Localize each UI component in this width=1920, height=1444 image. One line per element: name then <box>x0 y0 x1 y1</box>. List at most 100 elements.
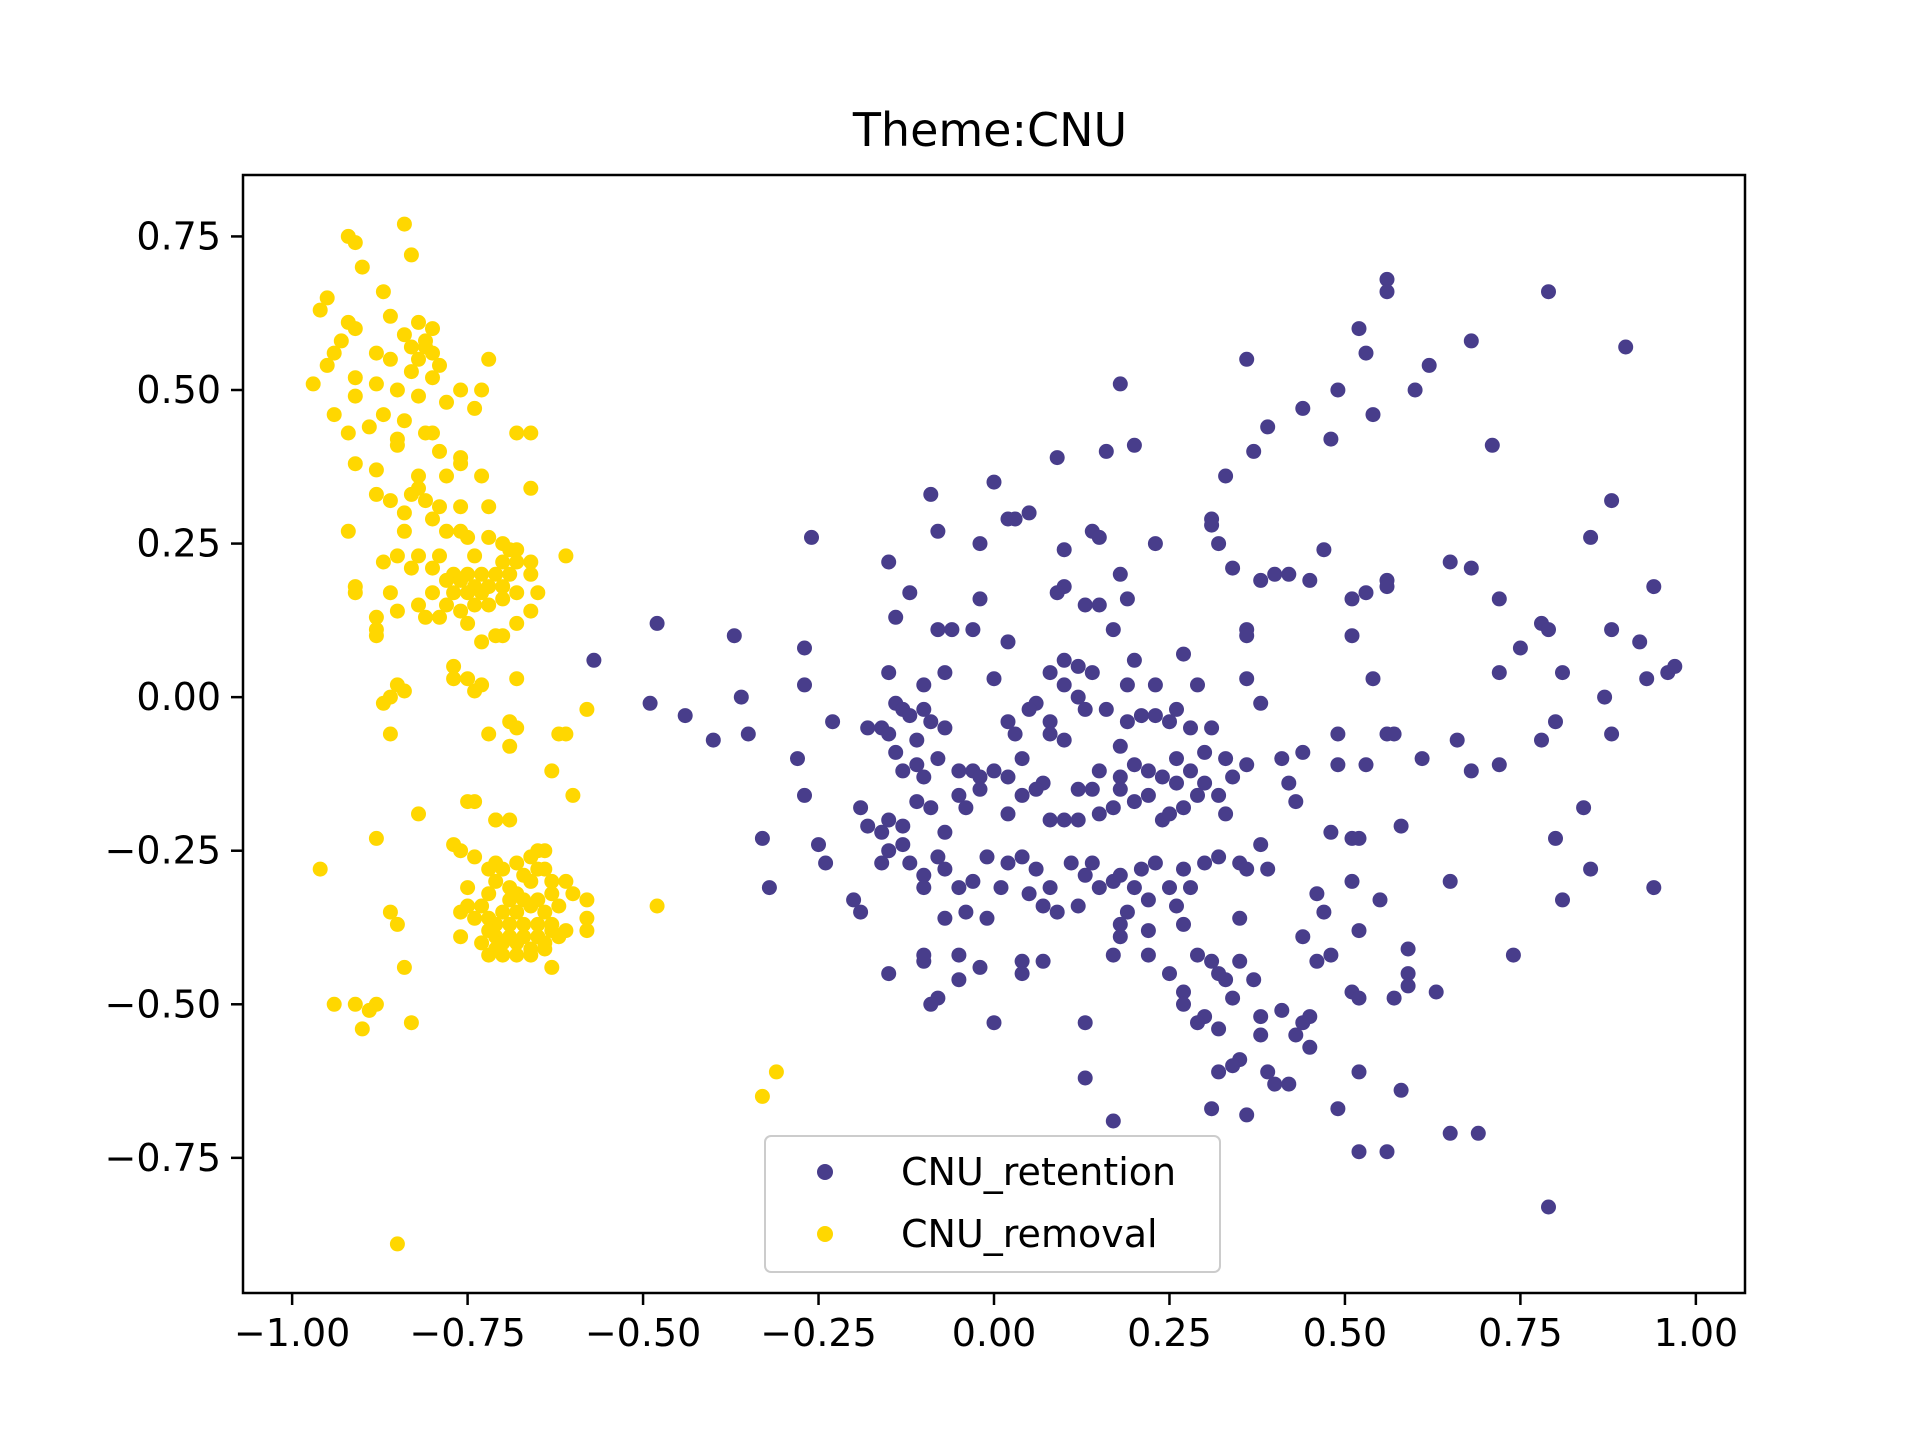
point-cnu-removal-69 <box>439 523 454 539</box>
point-cnu-removal-81 <box>495 554 511 570</box>
point-cnu-retention-298 <box>1232 953 1248 969</box>
point-cnu-retention-3 <box>1351 321 1367 337</box>
point-cnu-retention-111 <box>1077 701 1093 717</box>
point-cnu-removal-186 <box>537 904 553 920</box>
point-cnu-retention-336 <box>1470 1125 1486 1141</box>
point-cnu-retention-127 <box>916 701 932 717</box>
point-cnu-retention-300 <box>1225 990 1241 1006</box>
point-cnu-removal-67 <box>425 511 440 527</box>
point-cnu-retention-308 <box>1204 1101 1220 1117</box>
point-cnu-removal-126 <box>446 658 462 674</box>
point-cnu-retention-91 <box>740 726 756 742</box>
point-cnu-removal-128 <box>460 671 476 687</box>
point-cnu-retention-252 <box>1197 855 1213 871</box>
point-cnu-removal-119 <box>509 615 525 631</box>
point-cnu-retention-324 <box>1351 990 1367 1006</box>
point-cnu-removal-135 <box>375 695 391 711</box>
point-cnu-retention-284 <box>972 959 988 975</box>
point-cnu-retention-87 <box>797 677 812 693</box>
point-cnu-retention-9 <box>1407 382 1423 398</box>
point-cnu-retention-51 <box>1646 579 1662 595</box>
point-cnu-retention-260 <box>1351 830 1367 846</box>
point-cnu-retention-331 <box>1400 978 1416 994</box>
point-cnu-retention-129 <box>937 720 953 736</box>
point-cnu-retention-304 <box>1211 1021 1227 1037</box>
point-cnu-retention-264 <box>1548 830 1563 846</box>
point-cnu-retention-40 <box>1281 566 1297 582</box>
point-cnu-removal-188 <box>649 898 665 914</box>
point-cnu-retention-341 <box>1105 1113 1121 1129</box>
point-cnu-retention-54 <box>1541 622 1556 638</box>
point-cnu-retention-82 <box>649 615 665 631</box>
point-cnu-removal-206 <box>579 923 595 939</box>
point-cnu-retention-198 <box>1056 812 1072 828</box>
point-cnu-retention-196 <box>1028 781 1044 797</box>
point-cnu-removal-144 <box>544 763 560 779</box>
point-cnu-retention-285 <box>951 972 967 988</box>
point-cnu-retention-131 <box>860 720 876 736</box>
point-cnu-removal-50 <box>347 456 363 472</box>
y-tick-label: 0.75 <box>136 214 221 258</box>
point-cnu-removal-19 <box>411 351 426 367</box>
point-cnu-retention-225 <box>951 880 967 896</box>
point-cnu-removal-104 <box>460 585 476 601</box>
point-cnu-removal-102 <box>425 585 440 601</box>
point-cnu-removal-34 <box>347 388 363 404</box>
point-cnu-retention-337 <box>1505 947 1521 963</box>
point-cnu-retention-26 <box>1007 511 1023 527</box>
point-cnu-retention-202 <box>1105 800 1121 816</box>
point-cnu-retention-121 <box>1169 701 1184 717</box>
point-cnu-retention-98 <box>1056 652 1072 668</box>
y-tick-label: 0.00 <box>136 675 221 719</box>
point-cnu-retention-135 <box>1056 732 1072 748</box>
point-cnu-retention-69 <box>944 622 960 638</box>
point-cnu-removal-83 <box>523 554 539 570</box>
point-cnu-retention-272 <box>1351 923 1367 939</box>
y-tick-label: 0.25 <box>136 522 221 566</box>
point-cnu-retention-33 <box>1147 536 1163 552</box>
point-cnu-removal-39 <box>375 407 391 423</box>
point-cnu-retention-39 <box>1267 566 1283 582</box>
point-cnu-retention-210 <box>1218 806 1234 822</box>
point-cnu-retention-179 <box>1225 769 1241 785</box>
point-cnu-retention-99 <box>1070 658 1086 674</box>
y-tick-label: −0.25 <box>105 829 221 873</box>
point-cnu-retention-171 <box>1112 769 1128 785</box>
point-cnu-removal-222 <box>396 959 412 975</box>
point-cnu-retention-11 <box>1365 407 1381 423</box>
point-cnu-removal-30 <box>368 376 384 392</box>
point-cnu-retention-274 <box>1176 916 1191 932</box>
point-cnu-retention-266 <box>1583 861 1599 877</box>
point-cnu-removal-151 <box>502 812 518 828</box>
point-cnu-retention-211 <box>754 830 770 846</box>
point-cnu-removal-114 <box>389 603 405 619</box>
point-cnu-retention-49 <box>1604 493 1620 509</box>
point-cnu-retention-258 <box>1323 824 1339 840</box>
point-cnu-retention-172 <box>1126 757 1142 773</box>
point-cnu-retention-137 <box>1112 738 1128 754</box>
point-cnu-retention-321 <box>1309 953 1325 969</box>
point-cnu-removal-26 <box>403 364 419 380</box>
point-cnu-removal-8 <box>382 308 398 324</box>
point-cnu-removal-40 <box>396 413 412 429</box>
point-cnu-removal-80 <box>467 548 483 564</box>
point-cnu-retention-67 <box>888 609 904 625</box>
point-cnu-retention-277 <box>1112 929 1128 945</box>
point-cnu-retention-223 <box>930 849 946 865</box>
point-cnu-retention-217 <box>874 855 890 871</box>
point-cnu-removal-59 <box>368 486 384 502</box>
point-cnu-removal-145 <box>565 787 581 803</box>
point-cnu-retention-199 <box>1070 812 1086 828</box>
point-cnu-retention-316 <box>1288 1027 1304 1043</box>
point-cnu-removal-211 <box>509 935 525 951</box>
point-cnu-removal-148 <box>411 806 426 822</box>
point-cnu-retention-132 <box>881 726 897 742</box>
point-cnu-removal-154 <box>453 843 469 859</box>
point-cnu-retention-117 <box>1119 714 1135 730</box>
point-cnu-removal-2 <box>347 235 363 251</box>
point-cnu-retention-81 <box>1344 628 1360 644</box>
point-cnu-retention-238 <box>1077 867 1093 883</box>
point-cnu-retention-161 <box>930 751 946 767</box>
point-cnu-removal-21 <box>368 345 384 361</box>
